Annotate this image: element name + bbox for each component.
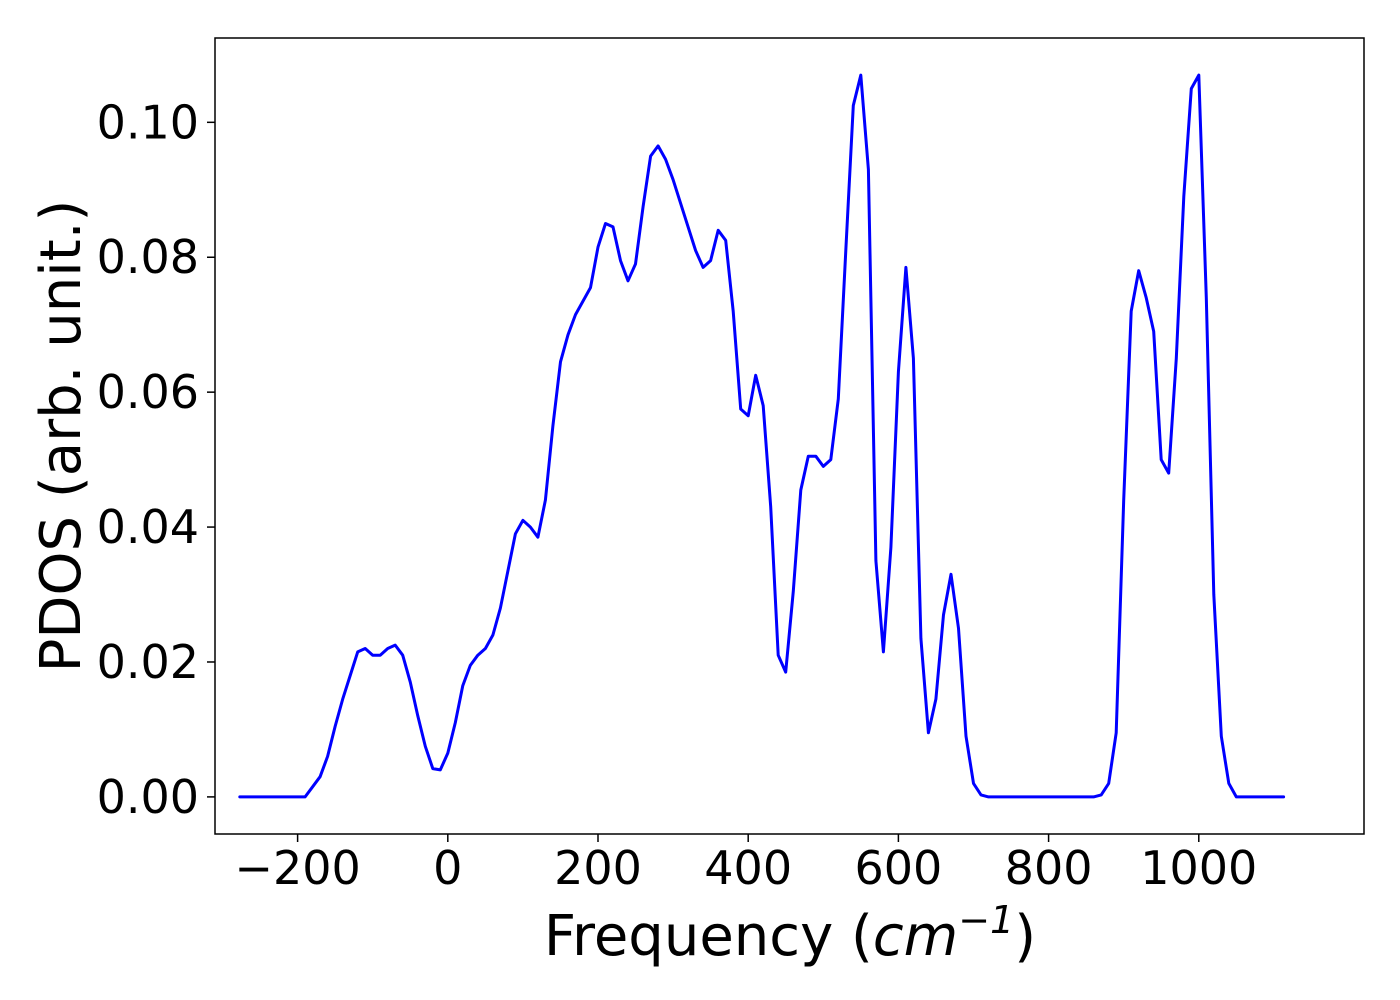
y-tick-label: 0.04: [97, 500, 199, 554]
x-axis-label: Frequency (cm−1): [544, 898, 1036, 969]
y-tick-label: 0.02: [97, 635, 199, 689]
y-tick-label: 0.10: [97, 95, 199, 149]
x-tick-label: 0: [433, 841, 462, 895]
x-axis-unit-exponent: −1: [958, 898, 1014, 942]
y-tick-label: 0.06: [97, 365, 199, 419]
x-tick-label: 400: [704, 841, 792, 895]
x-axis-ticks: −200 0 200 400 600 800 1000: [234, 834, 1257, 895]
y-tick-label: 0.08: [97, 230, 199, 284]
x-axis-label-text: Frequency: [544, 904, 833, 969]
x-tick-label: 800: [1005, 841, 1093, 895]
x-tick-label: 200: [554, 841, 642, 895]
pdos-series-line: [238, 73, 1286, 799]
plot-area-frame: [214, 37, 1365, 835]
y-tick-label: 0.00: [97, 770, 199, 824]
x-axis-unit-base: cm: [873, 904, 958, 969]
y-axis-label: PDOS (arb. unit.): [29, 200, 94, 673]
x-tick-label: 600: [854, 841, 942, 895]
y-axis-ticks: 0.00 0.02 0.04 0.06 0.08 0.10: [97, 95, 215, 824]
x-tick-label: 1000: [1140, 841, 1257, 895]
x-tick-label: −200: [234, 841, 360, 895]
